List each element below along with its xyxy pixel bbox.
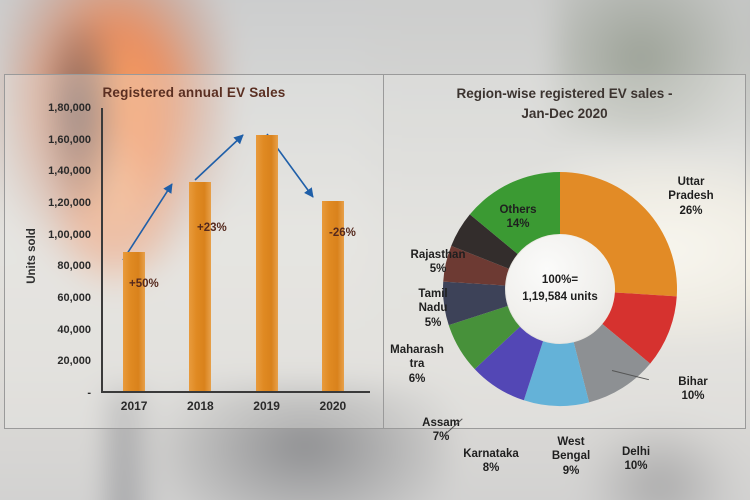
y-axis-tick: 1,60,000	[48, 133, 91, 146]
y-axis-tick: 1,20,000	[48, 197, 91, 209]
pie-label-maharashtra: Maharash tra 6%	[390, 344, 444, 385]
bar-2020	[321, 201, 344, 391]
x-axis-label-2020: 2020	[319, 399, 347, 413]
pie-label-rajasthan: Rajasthan 5%	[410, 249, 466, 276]
pie-label-assam: Assam 7%	[422, 417, 460, 444]
donut-graphic: 100%= 1,19,584 units	[442, 171, 678, 407]
pie-label-tamil-nadu: Tamil Nadu 5%	[418, 288, 448, 329]
donut-center-label: 100%= 1,19,584 units	[506, 235, 614, 343]
pie-slice-uttar-pradesh	[560, 172, 677, 297]
x-axis-label-2019: 2019	[253, 399, 280, 413]
y-axis-tick: -	[87, 387, 91, 399]
pie-slice-maharashtra	[443, 281, 508, 326]
growth-label-23: +23%	[197, 222, 227, 234]
donut-title-line1: Region-wise registered EV sales -	[456, 86, 673, 101]
pie-slice-tamil-nadu	[443, 245, 509, 286]
y-axis-tick: 60,000	[57, 292, 91, 304]
pie-label-others: Others 14%	[499, 204, 537, 231]
y-axis-tick: 1,80,000	[48, 102, 91, 114]
pie-slice-delhi	[573, 324, 651, 403]
center-percent: 100%=	[541, 274, 579, 287]
bar-chart-panel: Registered annual EV Sales Units sold 1,…	[4, 74, 384, 429]
y-axis-tick: 80,000	[57, 260, 91, 273]
growth-label-26: -26%	[329, 227, 356, 239]
bar-plot-area	[101, 108, 370, 393]
pie-slice-west-bengal	[523, 341, 590, 406]
pie-label-bihar: Bihar 10%	[678, 376, 708, 403]
donut-title-line2: Jan-Dec 2020	[521, 105, 608, 121]
x-axis-label-2017: 2017	[120, 399, 148, 413]
donut-chart-panel: Region-wise registered EV sales - Jan-De…	[383, 74, 746, 477]
pie-label-west-bengal: West Bengal 9%	[551, 436, 591, 477]
y-axis-tick: 1,00,000	[48, 228, 91, 241]
pie-label-karnataka: Karnataka 8%	[463, 448, 519, 475]
growth-label-50: +50%	[129, 278, 159, 290]
y-axis-ticks: 1,80,000 1,60,000 1,40,000 1,20,000 1,00,000…	[13, 75, 91, 428]
bar-2017	[123, 251, 146, 391]
bar-2019	[255, 134, 278, 391]
bar-chart-title: Registered annual EV Sales	[102, 85, 286, 100]
donut-slices	[443, 172, 677, 406]
bar-2018	[189, 182, 212, 391]
pie-slice-rajasthan	[451, 214, 518, 269]
pie-label-uttar-pradesh: Uttar Pradesh 26%	[668, 176, 714, 217]
y-axis-tick: 1,40,000	[48, 165, 91, 178]
pie-slice-bihar	[602, 292, 677, 364]
pie-slice-karnataka	[474, 326, 544, 401]
donut-chart-title: Region-wise registered EV sales - Jan-De…	[412, 84, 717, 123]
y-axis-tick: 20,000	[57, 355, 91, 368]
y-axis-tick: 40,000	[57, 323, 91, 336]
center-units: 1,19,584 units	[522, 291, 598, 303]
x-axis-label-2018: 2018	[187, 399, 214, 413]
pie-slice-others	[469, 172, 560, 254]
pie-slice-assam	[448, 305, 520, 370]
pie-label-delhi: Delhi 10%	[621, 446, 651, 473]
